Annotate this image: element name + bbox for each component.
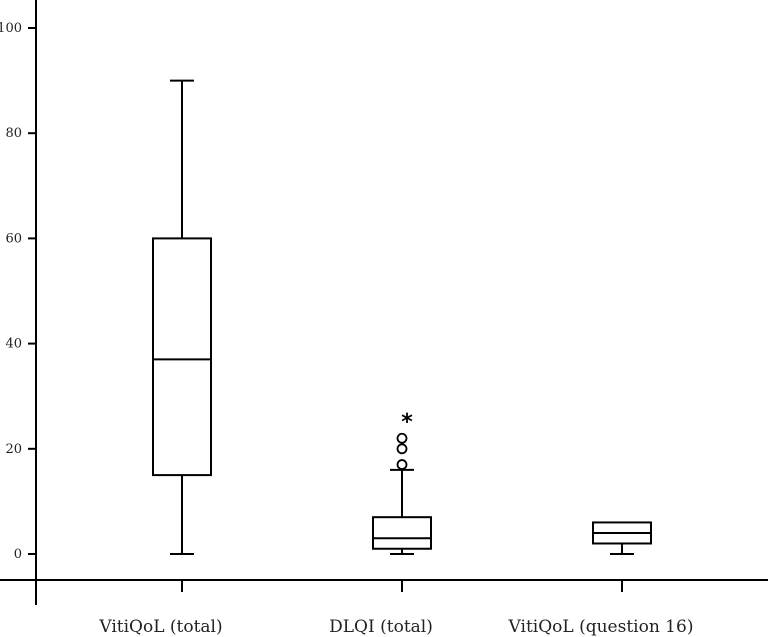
extreme-point: *	[401, 410, 413, 435]
x-tick-label: VitiQoL (total)	[98, 617, 222, 637]
outlier-point	[396, 443, 408, 455]
x-tick-label: VitiQoL (question 16)	[508, 617, 694, 637]
y-tick-label: 80	[5, 126, 22, 141]
outlier-point	[396, 432, 408, 444]
box-iqr	[152, 237, 212, 477]
y-tick-label: 20	[5, 442, 22, 457]
y-tick-label: 60	[5, 231, 22, 246]
y-tick-label: 0	[14, 547, 22, 562]
box-iqr	[372, 516, 432, 550]
y-tick-label: 100	[0, 21, 22, 36]
y-tick-label: 40	[5, 337, 22, 352]
x-tick-label: DLQI (total)	[329, 617, 433, 637]
outlier-point	[396, 459, 408, 470]
